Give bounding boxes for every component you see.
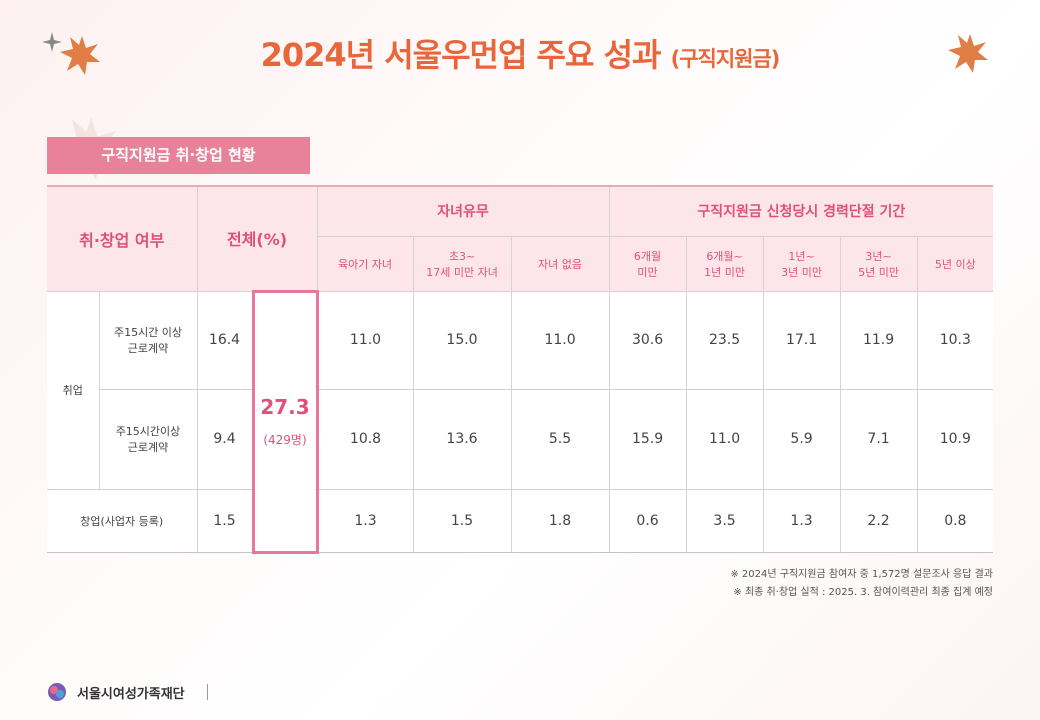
- results-table: 취·창업 여부 전체(%) 자녀유무 구직지원금 신청당시 경력단절 기간 육아…: [47, 185, 994, 554]
- org-name: 서울시여성가족재단: [77, 686, 185, 702]
- note: ※ 2024년 구직지원금 참여자 중 1,572명 설문조사 응답 결과: [730, 569, 993, 580]
- total-value: 27.3: [260, 395, 310, 419]
- row-value: 1.5: [196, 488, 254, 553]
- value-cell: 23.5: [685, 290, 764, 390]
- value-cell: 5.9: [762, 388, 841, 490]
- column-header: 3년~ 5년 미만: [839, 235, 918, 292]
- logo: [48, 683, 66, 701]
- value-cell: 13.6: [412, 388, 512, 490]
- value-cell: 15.9: [608, 388, 687, 490]
- group-header: 구직지원금 신청당시 경력단절 기간: [608, 185, 994, 237]
- value-cell: 7.1: [839, 388, 918, 490]
- subtitle: (구직지원금): [670, 47, 781, 71]
- column-header: 1년~ 3년 미만: [762, 235, 841, 292]
- value-cell: 3.5: [685, 488, 764, 553]
- row-label: 주15시간 이상 근로계약: [98, 290, 198, 390]
- group-header: 자녀유무: [316, 185, 610, 237]
- column-header: 6개월 미만: [608, 235, 687, 292]
- note: ※ 최종 취·창업 실적 : 2025. 3. 참여이력관리 최종 집계 예정: [733, 587, 993, 598]
- value-cell: 11.0: [316, 290, 414, 390]
- column-header: 육아기 자녀: [317, 235, 414, 292]
- notes: ※ 2024년 구직지원금 참여자 중 1,572명 설문조사 응답 결과 ※ …: [730, 566, 993, 602]
- value-cell: 0.6: [608, 488, 687, 553]
- value-cell: 10.8: [316, 388, 414, 490]
- value-cell: 1.8: [510, 488, 610, 553]
- row-label: 창업(사업자 등록): [47, 488, 198, 553]
- value-cell: 15.0: [412, 290, 512, 390]
- row-value: 9.4: [196, 388, 254, 490]
- total-header: 전체(%): [196, 185, 318, 292]
- value-cell: 5.5: [510, 388, 610, 490]
- row-label: 주15시간이상 근로계약: [99, 388, 198, 490]
- value-cell: 17.1: [762, 290, 841, 390]
- footer: 서울시여성가족재단: [47, 682, 208, 702]
- value-cell: 1.5: [412, 488, 512, 553]
- row-header: 취·창업 여부: [47, 185, 198, 292]
- column-header: 초3~ 17세 미만 자녀: [412, 235, 512, 292]
- value-cell: 1.3: [316, 488, 414, 553]
- value-cell: 11.9: [839, 290, 918, 390]
- title: 2024년 서울우먼업 주요 성과 (구직지원금): [0, 30, 1040, 76]
- section-label: 구직지원금 취·창업 현황: [47, 137, 310, 174]
- group-label: 취업: [47, 290, 100, 490]
- column-header: 6개월~ 1년 미만: [685, 235, 764, 292]
- value-cell: 11.0: [510, 290, 610, 390]
- title-text: 2024년 서울우먼업 주요 성과: [260, 36, 662, 74]
- column-header: 자녀 없음: [510, 235, 610, 292]
- value-cell: 0.8: [916, 488, 994, 553]
- value-cell: 11.0: [685, 388, 764, 490]
- value-cell: 30.6: [608, 290, 687, 390]
- column-header: 5년 이상: [916, 235, 994, 292]
- total-count: (429명): [263, 433, 307, 447]
- row-value: 16.4: [196, 290, 254, 390]
- value-cell: 10.3: [916, 290, 994, 390]
- value-cell: 10.9: [916, 388, 994, 490]
- value-cell: 2.2: [839, 488, 918, 553]
- total-cell: 27.3 (429명): [251, 289, 319, 554]
- value-cell: 1.3: [762, 488, 841, 553]
